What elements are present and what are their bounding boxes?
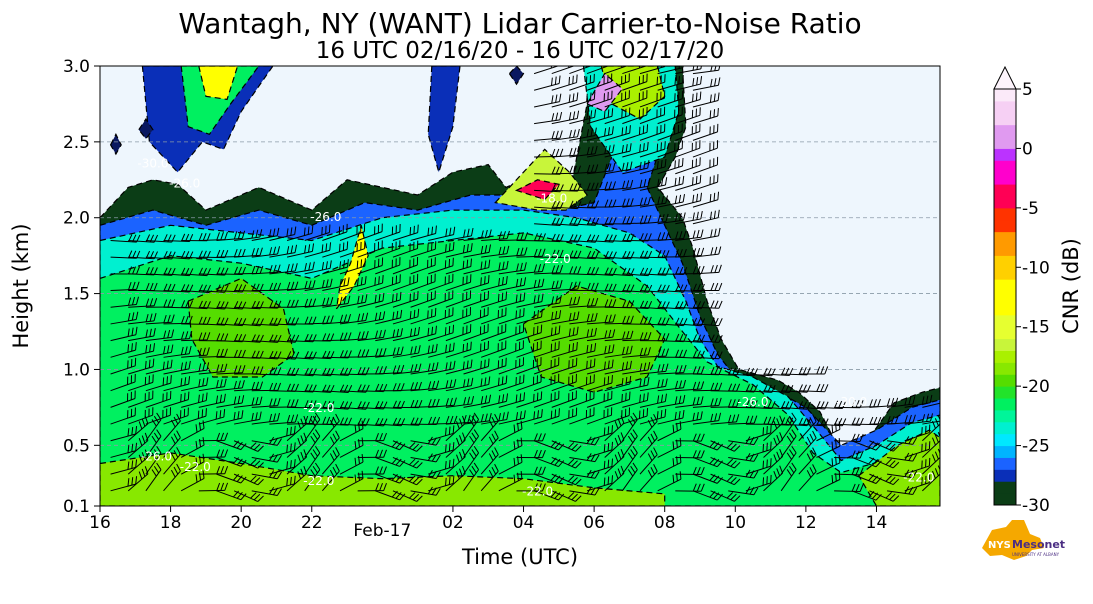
colorbar-segment <box>994 172 1016 184</box>
colorbar-tick-label: -10 <box>1022 258 1050 278</box>
x-tick-label: 14 <box>866 513 888 533</box>
colorbar-segment <box>994 160 1016 172</box>
colorbar-segment <box>994 303 1016 315</box>
x-axis-ticks: 16 18 20 22 02 04 06 08 10 12 14 <box>89 506 887 533</box>
colorbar-segment <box>994 291 1016 303</box>
colorbar-segment <box>994 350 1016 362</box>
colorbar-tick-label: 5 <box>1022 80 1033 100</box>
contour-label: -30.0 <box>836 395 867 409</box>
x-tick-label: 10 <box>724 513 746 533</box>
colorbar-tick-label: -15 <box>1022 318 1050 338</box>
contour-label: -22.0 <box>540 252 571 266</box>
colorbar-segment <box>994 232 1016 244</box>
colorbar-segment <box>994 220 1016 232</box>
colorbar-segment <box>994 434 1016 446</box>
x-tick-label: 18 <box>160 513 182 533</box>
colorbar-segment <box>994 196 1016 208</box>
colorbar-ticks: 5 0 -5 -10 -15 -20 -25 -30 <box>1016 80 1050 516</box>
wind-barb <box>940 413 955 441</box>
nys-mesonet-logo: NYS Mesonet UNIVERSITY AT ALBANY <box>982 520 1065 560</box>
svg-text:UNIVERSITY AT ALBANY: UNIVERSITY AT ALBANY <box>1012 552 1060 557</box>
colorbar-segment <box>994 374 1016 386</box>
colorbar-segment <box>994 137 1016 149</box>
y-tick-label: 3.0 <box>63 57 90 77</box>
wind-barb <box>940 392 966 407</box>
colorbar-segment <box>994 339 1016 351</box>
colorbar-segment <box>994 267 1016 279</box>
y-tick-label: 0.1 <box>63 497 90 517</box>
colorbar-segment <box>994 208 1016 220</box>
colorbar-segment <box>994 410 1016 422</box>
colorbar-segment <box>994 184 1016 196</box>
colorbar-extend-max <box>994 67 1016 89</box>
colorbar-segment <box>994 386 1016 398</box>
wind-barb <box>940 446 955 474</box>
colorbar-tick-label: -25 <box>1022 437 1050 457</box>
colorbar-segment <box>994 422 1016 434</box>
colorbar-segment <box>994 113 1016 125</box>
x-tick-label: 02 <box>442 513 464 533</box>
svg-text:Mesonet: Mesonet <box>1012 538 1065 551</box>
wind-barb <box>940 411 967 425</box>
colorbar-segment <box>994 469 1016 481</box>
y-tick-label: 2.5 <box>63 133 90 153</box>
contour-label: -26.0 <box>737 395 768 409</box>
contour-label: -22.0 <box>180 460 211 474</box>
colorbar-segment <box>994 493 1016 505</box>
x-axis-label: Time (UTC) <box>461 545 578 569</box>
contour-label: -22.0 <box>303 401 334 415</box>
colorbar-segment <box>994 446 1016 458</box>
contour-label: -26.0 <box>310 210 341 224</box>
colorbar-tick-label: -20 <box>1022 377 1050 397</box>
contour-label: -22.0 <box>903 471 934 485</box>
wind-barb <box>940 430 955 458</box>
colorbar-segment <box>994 457 1016 469</box>
x-tick-label: 22 <box>301 513 323 533</box>
svg-text:NYS: NYS <box>988 540 1011 551</box>
colorbar-tick-label: 0 <box>1022 139 1033 159</box>
colorbar-segment <box>994 89 1016 101</box>
y-tick-label: 0.5 <box>63 436 90 456</box>
chart-title: Wantagh, NY (WANT) Lidar Carrier-to-Nois… <box>178 7 861 40</box>
colorbar-segment <box>994 101 1016 113</box>
x-tick-label: 08 <box>654 513 676 533</box>
colorbar-segment <box>994 255 1016 267</box>
y-axis-ticks: 0.1 0.5 1.0 1.5 2.0 2.5 3.0 <box>63 57 100 517</box>
contour-label: -22.0 <box>522 484 553 498</box>
colorbar-segment <box>994 481 1016 493</box>
contour-label: -30.0 <box>137 157 168 171</box>
x-tick-label: 16 <box>89 513 111 533</box>
colorbar-segment <box>994 244 1016 256</box>
wind-barb <box>940 463 955 491</box>
colorbar-segment <box>994 148 1016 160</box>
x-tick-label: 06 <box>583 513 605 533</box>
colorbar-label: CNR (dB) <box>1059 238 1083 334</box>
y-tick-label: 1.5 <box>63 285 90 305</box>
colorbar-segment <box>994 398 1016 410</box>
contour-label: -18.0 <box>536 192 567 206</box>
colorbar-tick-label: -30 <box>1022 496 1050 516</box>
y-tick-label: 1.0 <box>63 360 90 380</box>
colorbar-segment <box>994 125 1016 137</box>
y-axis-label: Height (km) <box>9 223 33 348</box>
chart-subtitle: 16 UTC 02/16/20 - 16 UTC 02/17/20 <box>316 38 725 64</box>
colorbar-segment <box>994 279 1016 291</box>
colorbar-segment <box>994 362 1016 374</box>
x-date-label: Feb-17 <box>353 521 411 541</box>
colorbar <box>994 67 1016 506</box>
x-tick-label: 04 <box>513 513 535 533</box>
contour-label: -22.0 <box>303 474 334 488</box>
x-tick-label: 20 <box>230 513 252 533</box>
x-tick-label: 12 <box>795 513 817 533</box>
colorbar-tick-label: -5 <box>1022 199 1039 219</box>
y-tick-label: 2.0 <box>63 209 90 229</box>
contour-label: -26.0 <box>169 176 200 190</box>
colorbar-segment <box>994 315 1016 327</box>
colorbar-segment <box>994 327 1016 339</box>
contour-label: -26.0 <box>141 449 172 463</box>
